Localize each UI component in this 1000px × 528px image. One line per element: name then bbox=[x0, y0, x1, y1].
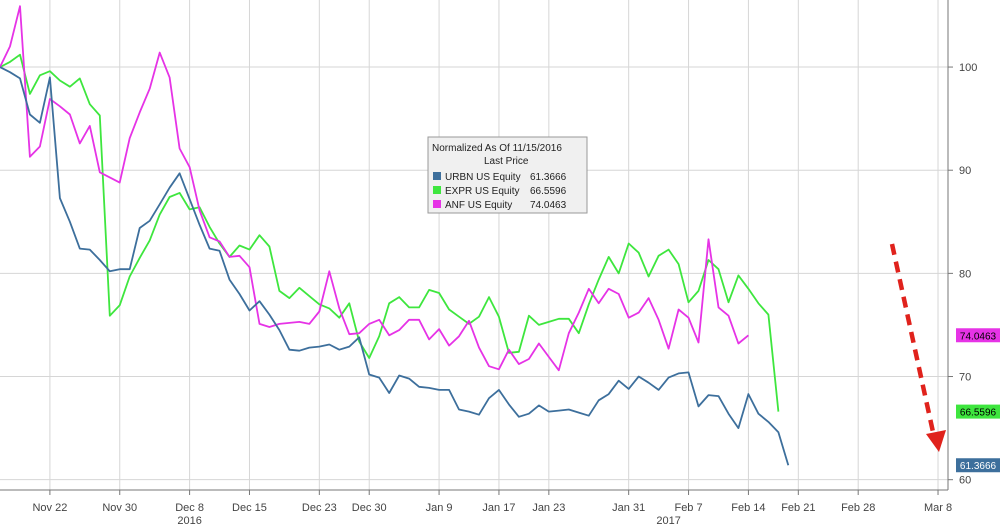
legend-series-name: URBN US Equity bbox=[445, 172, 521, 183]
year-label: 2016 bbox=[177, 515, 201, 527]
y-tick-label: 60 bbox=[959, 475, 971, 487]
legend-box bbox=[427, 136, 588, 214]
legend-subtitle: Last Price bbox=[484, 156, 529, 167]
x-tick-label: Dec 8 bbox=[175, 502, 204, 514]
x-tick-label: Jan 23 bbox=[532, 502, 565, 514]
last-value-tag bbox=[956, 458, 1000, 473]
x-tick-label: Mar 8 bbox=[924, 502, 952, 514]
legend-swatch bbox=[433, 200, 441, 208]
legend-swatch bbox=[433, 172, 441, 180]
y-tick-label: 70 bbox=[959, 372, 971, 384]
legend-series-value: 61.3666 bbox=[530, 172, 567, 183]
x-tick-label: Dec 15 bbox=[232, 502, 267, 514]
y-axis: 60 70 80 90 100 bbox=[947, 0, 977, 490]
last-value-tag-text: 74.0463 bbox=[960, 331, 997, 342]
trend-arrow-head bbox=[926, 430, 946, 452]
x-tick-label: Dec 23 bbox=[302, 502, 337, 514]
x-tick-label: Dec 30 bbox=[352, 502, 387, 514]
last-value-tag bbox=[956, 328, 1000, 343]
x-tick-label: Nov 30 bbox=[102, 502, 137, 514]
y-tick-label: 100 bbox=[959, 62, 977, 74]
legend-title: Normalized As Of 11/15/2016 bbox=[432, 143, 562, 154]
legend-series-name: EXPR US Equity bbox=[445, 186, 519, 197]
grid bbox=[0, 0, 948, 490]
x-tick-label: Jan 31 bbox=[612, 502, 645, 514]
x-tick-label: Nov 22 bbox=[32, 502, 67, 514]
x-axis: Nov 22 Nov 30 Dec 8 Dec 15 Dec 23 Dec 30 Jan 9… bbox=[0, 489, 952, 527]
y-tick-label: 90 bbox=[959, 165, 971, 177]
series-line-anf bbox=[0, 5, 749, 372]
last-value-tag bbox=[956, 404, 1000, 419]
legend-series-name: ANF US Equity bbox=[445, 200, 512, 211]
legend-swatch bbox=[433, 186, 441, 194]
x-tick-label: Jan 9 bbox=[426, 502, 453, 514]
legend-items: URBN US Equity 61.3666 EXPR US Equity 66.55… bbox=[433, 172, 567, 211]
series-line-expr bbox=[0, 53, 780, 412]
x-tick-label: Feb 21 bbox=[781, 502, 815, 514]
x-tick-label: Feb 28 bbox=[841, 502, 875, 514]
last-value-tags: 61.3666 66.5596 74.0463 bbox=[956, 328, 1000, 473]
trend-arrow-shaft bbox=[889, 243, 936, 433]
series-layer bbox=[0, 5, 790, 466]
y-tick-label: 80 bbox=[959, 268, 971, 280]
series-line-urbn bbox=[0, 66, 790, 466]
x-tick-label: Jan 17 bbox=[482, 502, 515, 514]
legend-series-value: 74.0463 bbox=[530, 200, 567, 211]
last-value-tag-text: 66.5596 bbox=[960, 408, 997, 419]
x-tick-label: Feb 14 bbox=[731, 502, 765, 514]
last-value-tag-text: 61.3666 bbox=[960, 461, 997, 472]
legend-series-value: 66.5596 bbox=[530, 186, 567, 197]
trend-arrow bbox=[889, 243, 946, 452]
year-label: 2017 bbox=[656, 515, 680, 527]
legend: Normalized As Of 11/15/2016 Last Price U… bbox=[427, 136, 588, 214]
x-tick-label: Feb 7 bbox=[674, 502, 702, 514]
